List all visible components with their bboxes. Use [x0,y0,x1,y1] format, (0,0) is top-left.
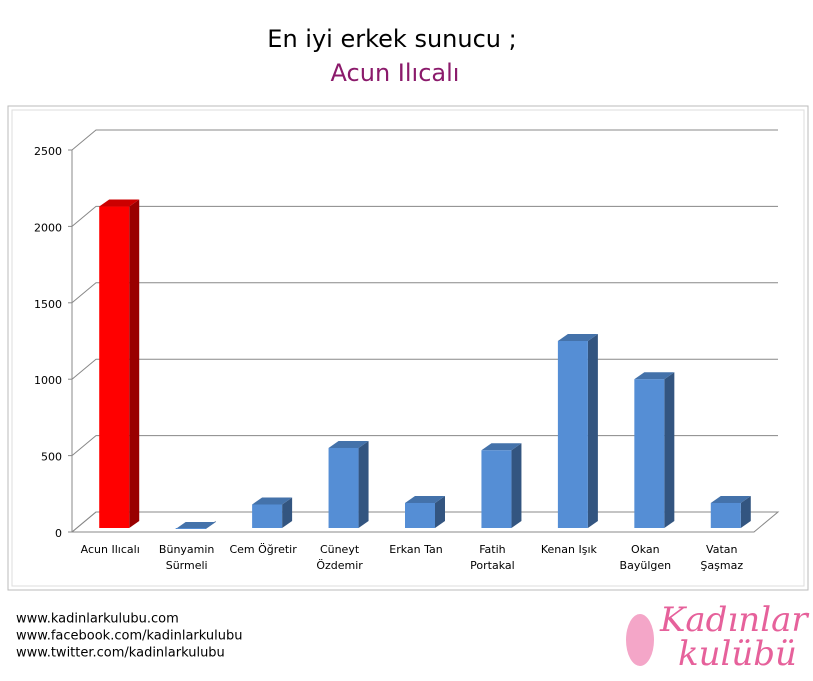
bar-side [664,372,675,528]
bar-top [99,199,140,207]
bar [328,447,359,528]
grid-line [71,129,778,151]
footer-link: www.twitter.com/kadinlarkulubu [16,646,225,661]
x-tick-label: Bünyamin Sürmeli [159,543,215,572]
bar [557,341,588,528]
x-tick-label: Erkan Tan [389,543,442,556]
y-tick-label: 1500 [34,298,62,311]
logo-text: kulübü [678,634,797,674]
y-tick-label: 500 [41,451,62,464]
bar-side [435,495,445,528]
chart-inner-frame [11,109,805,587]
bar-top [634,372,675,380]
logo-text: Kadınlar [659,600,809,640]
x-tick-label: Kenan Işık [541,543,598,556]
bar-top [557,334,598,341]
bar-side [587,334,598,528]
x-tick-label: Okan Bayülgen [620,543,672,572]
bar [634,379,665,528]
bar-side [511,443,522,528]
chart-subtitle: Acun Ilıcalı [331,59,460,87]
chart-title: En iyi erkek sunucu ; [267,25,516,53]
bar-top [481,443,522,451]
x-tick-label: Cem Öğretir [229,543,297,556]
bar-top [710,495,751,503]
back-wall [96,130,778,512]
footer-link: www.kadinlarkulubu.com [16,612,179,627]
bar [99,206,130,528]
grid-line [71,435,778,456]
y-tick-label: 1000 [34,374,62,387]
x-tick-label: Fatih Portakal [470,543,515,572]
bar-top [175,521,216,529]
y-tick-label: 0 [55,527,62,540]
bar-side [358,440,369,528]
bar [252,504,283,528]
logo: Kadınlar kulübü [626,600,809,674]
bar-top [405,495,445,503]
bar [481,450,512,528]
y-tick-label: 2500 [34,145,62,158]
y-tick-label: 2000 [34,221,62,234]
footer-link: www.facebook.com/kadinlarkulubu [16,629,243,644]
grid-line [71,205,778,227]
bar [710,502,741,528]
x-tick-label: Vatan Şaşmaz [700,543,743,572]
grid-line [71,282,778,304]
grid-line [71,358,778,380]
logo-icon [626,614,654,666]
bar-side [740,495,751,528]
bar-side [282,497,293,528]
bar [405,502,435,528]
bar-top [252,497,293,505]
bar-top [328,440,369,448]
bar-side [129,199,140,528]
x-tick-label: Acun Ilıcalı [81,543,140,556]
grid-line [71,511,778,533]
bar [175,528,206,529]
x-tick-label: Cüneyt Özdemir [316,543,363,572]
